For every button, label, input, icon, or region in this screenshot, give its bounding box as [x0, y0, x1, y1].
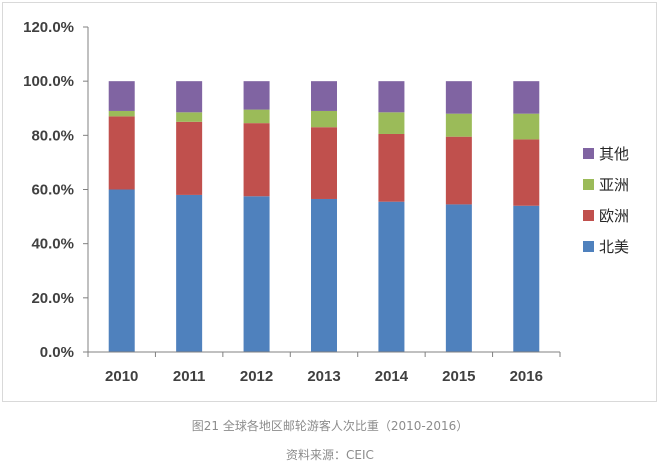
bar-segment: [513, 113, 540, 140]
bar-segment: [445, 204, 472, 352]
bar-segment: [108, 116, 135, 190]
bar-segment: [176, 121, 203, 195]
bar-segment: [108, 81, 135, 111]
bar-segment: [311, 81, 337, 111]
x-tick-label: 2011: [173, 368, 206, 385]
x-axis: 2010 2011 2012 2013 2014 2015 2016: [87, 351, 561, 385]
bar-segment: [311, 198, 337, 352]
legend-swatch: [583, 210, 594, 221]
legend-swatch: [583, 179, 594, 190]
y-tick-label: 80.0%: [31, 127, 74, 144]
x-tick-label: 2010: [105, 368, 138, 385]
legend-swatch: [583, 148, 594, 159]
bar-segment: [176, 194, 203, 352]
x-tick-label: 2014: [375, 368, 409, 385]
x-tick-label: 2015: [442, 368, 475, 385]
y-tick-label: 40.0%: [31, 236, 74, 253]
x-tick-label: 2013: [307, 368, 340, 385]
bar-segment: [311, 110, 337, 128]
bar-segment: [378, 201, 405, 352]
bar-segment: [513, 139, 540, 206]
y-tick-label: 0.0%: [40, 344, 74, 361]
bar-segment: [176, 112, 203, 122]
bar-segment: [445, 81, 472, 114]
bar-segment: [513, 205, 540, 352]
x-tick-label: 2016: [510, 368, 543, 385]
legend-label: 亚洲: [599, 176, 629, 194]
bar-segment: [378, 133, 405, 202]
bar-segment: [445, 136, 472, 205]
legend-label: 欧洲: [599, 207, 629, 225]
y-axis: 0.0% 20.0% 40.0% 60.0% 80.0% 100.0% 120.0%: [23, 19, 89, 361]
bar-segment: [378, 81, 405, 113]
bar-segment: [513, 81, 540, 114]
figure-caption: 图21 全球各地区邮轮游客人次比重（2010-2016）: [191, 419, 469, 433]
legend-swatch: [583, 241, 594, 252]
bar-segment: [445, 113, 472, 137]
y-tick-label: 60.0%: [31, 182, 74, 199]
bar-segment: [243, 81, 270, 110]
bar-segment: [243, 123, 270, 197]
bar-segment: [378, 112, 405, 134]
bars: [108, 81, 540, 352]
y-tick-label: 100.0%: [23, 73, 74, 90]
bar-segment: [243, 196, 270, 352]
bar-segment: [176, 81, 203, 113]
bar-segment: [243, 109, 270, 124]
legend-label: 北美: [599, 238, 629, 256]
bar-segment: [311, 127, 337, 199]
stacked-bar-chart: 0.0% 20.0% 40.0% 60.0% 80.0% 100.0% 120.0% 201…: [23, 19, 629, 385]
bar-segment: [108, 189, 135, 352]
source-caption: 资料来源：CEIC: [286, 448, 374, 462]
bar-segment: [108, 110, 135, 117]
legend-label: 其他: [599, 145, 629, 163]
x-tick-label: 2012: [240, 368, 273, 385]
y-tick-label: 120.0%: [23, 19, 74, 36]
y-tick-label: 20.0%: [31, 290, 74, 307]
